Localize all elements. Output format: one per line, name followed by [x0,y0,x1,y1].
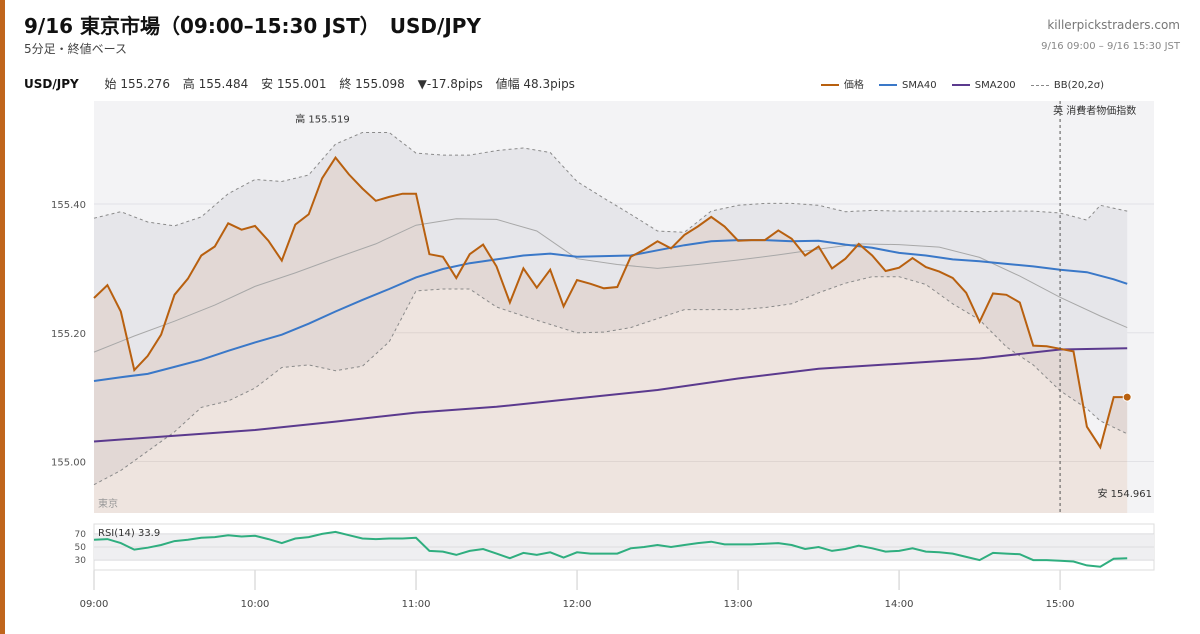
y-tick-label: 155.40 [51,200,86,211]
event-label: 英 消費者物価指数 [1053,104,1136,117]
legend-swatch [1030,84,1049,86]
legend-label: SMA40 [902,80,937,91]
stat-low: 安 155.001 [261,77,327,91]
y-tick-label: 155.00 [51,458,86,469]
y-tick-label: 155.20 [51,329,86,340]
legend-item-bb: BB(20,2σ) [1030,80,1104,91]
legend-swatch [951,84,970,86]
stat-open: 始 155.276 [104,77,170,91]
x-tick-label: 15:00 [1046,599,1075,610]
high-annotation: 高 155.519 [295,112,350,125]
legend-item-sma200: SMA200 [951,80,1016,91]
accent-bar [0,0,5,634]
stat-width: 値幅 48.3pips [495,77,575,91]
price-area-fill [94,157,1128,513]
legend-item-sma40: SMA40 [879,80,937,91]
symbol-label: USD/JPY [24,77,79,91]
page-subtitle: 5分足・終値ベース [24,42,128,56]
rsi-tick-label: 30 [75,556,87,566]
legend-item-price: 価格 [820,76,864,91]
low-annotation: 安 154.961 [1097,487,1152,500]
date-range: 9/16 09:00 – 9/16 15:30 JST [1041,41,1180,52]
page-title: 9/16 東京市場（09:00–15:30 JST） USD/JPY [24,14,481,38]
x-tick-label: 10:00 [241,599,270,610]
legend-swatch [820,84,839,86]
rsi-label: RSI(14) 33.9 [98,528,160,539]
bb-upper-line [93,132,1128,233]
legend-swatch [879,84,898,86]
price-line [93,155,1128,450]
x-tick-label: 11:00 [402,599,431,610]
stat-change: ▼-17.8pips [417,77,483,91]
bb-mid-line [93,218,1128,353]
ohlc-stats: USD/JPY 始 155.276 高 155.484 安 155.001 終 … [24,75,584,92]
stat-close: 終 155.098 [339,77,405,91]
bollinger-band-fill [94,132,1128,485]
legend-label: SMA200 [974,80,1016,91]
price-last-point [1122,392,1132,402]
legend-label: 価格 [843,80,864,91]
x-tick-label: 13:00 [724,599,753,610]
rsi-tick-label: 70 [75,530,87,540]
rsi-tick-label: 50 [75,543,87,553]
x-tick-label: 14:00 [885,599,914,610]
sma40-line [93,239,1128,382]
rsi-line [93,530,1128,568]
legend-label: BB(20,2σ) [1053,80,1104,91]
site-name: killerpickstraders.com [1047,18,1180,32]
x-tick-label: 12:00 [563,599,592,610]
x-tick-label: 09:00 [80,599,109,610]
sma200-line [93,347,1128,443]
session-label: 東京 [98,497,118,510]
stat-high: 高 155.484 [182,77,249,91]
chart-legend: 価格 SMA40 SMA200 BB(20,2σ) [809,76,1104,91]
